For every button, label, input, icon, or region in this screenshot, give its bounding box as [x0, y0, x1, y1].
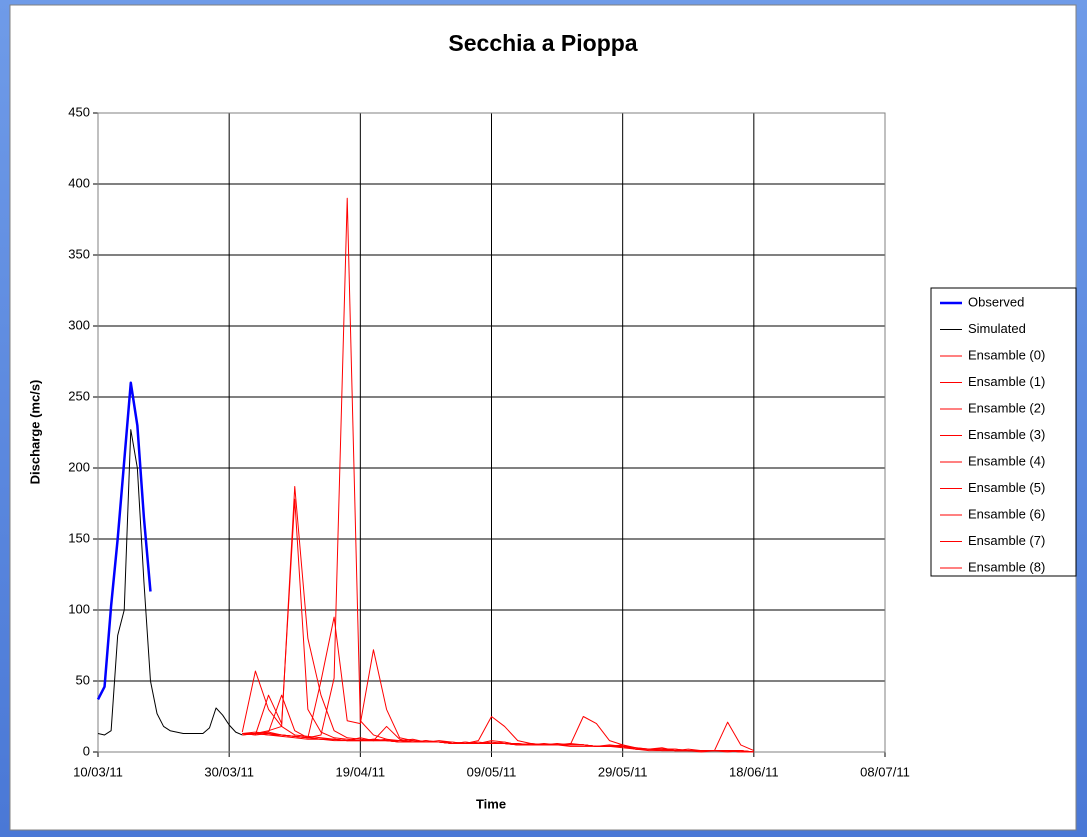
y-tick-label: 400	[68, 175, 90, 190]
legend-label: Ensamble (8)	[968, 559, 1045, 574]
y-tick-label: 200	[68, 459, 90, 474]
series-line	[242, 485, 754, 753]
legend-label: Ensamble (4)	[968, 453, 1045, 468]
y-tick-label: 250	[68, 388, 90, 403]
legend-label: Ensamble (5)	[968, 480, 1045, 495]
legend	[930, 287, 1077, 577]
legend-label: Ensamble (3)	[968, 427, 1045, 442]
x-tick-label: 10/03/11	[73, 764, 123, 779]
y-tick-label: 350	[68, 246, 90, 261]
legend-label: Simulated	[968, 321, 1026, 336]
chart-title: Secchia a Pioppa	[448, 30, 637, 56]
y-tick-label: 50	[76, 672, 90, 687]
legend-label: Ensamble (6)	[968, 506, 1045, 521]
series-line	[97, 429, 243, 736]
legend-label: Ensamble (1)	[968, 374, 1045, 389]
x-axis-label: Time	[476, 796, 506, 811]
y-tick-label: 100	[68, 601, 90, 616]
y-tick-label: 300	[68, 317, 90, 332]
x-tick-label: 09/05/11	[467, 764, 517, 779]
series-line	[242, 197, 754, 753]
y-axis-label: Discharge (mc/s)	[27, 380, 42, 485]
x-tick-label: 30/03/11	[204, 764, 254, 779]
plot-frame	[97, 112, 886, 753]
y-tick-label: 150	[68, 530, 90, 545]
x-tick-label: 08/07/11	[860, 764, 910, 779]
y-tick-label: 0	[83, 743, 90, 758]
legend-label: Ensamble (2)	[968, 400, 1045, 415]
legend-label: Observed	[968, 294, 1024, 309]
legend-label: Ensamble (0)	[968, 347, 1045, 362]
legend-label: Ensamble (7)	[968, 533, 1045, 548]
x-tick-label: 18/06/11	[729, 764, 779, 779]
y-tick-label: 450	[68, 104, 90, 119]
series-line	[96, 381, 152, 701]
x-tick-label: 29/05/11	[598, 764, 648, 779]
x-tick-label: 19/04/11	[336, 764, 386, 779]
